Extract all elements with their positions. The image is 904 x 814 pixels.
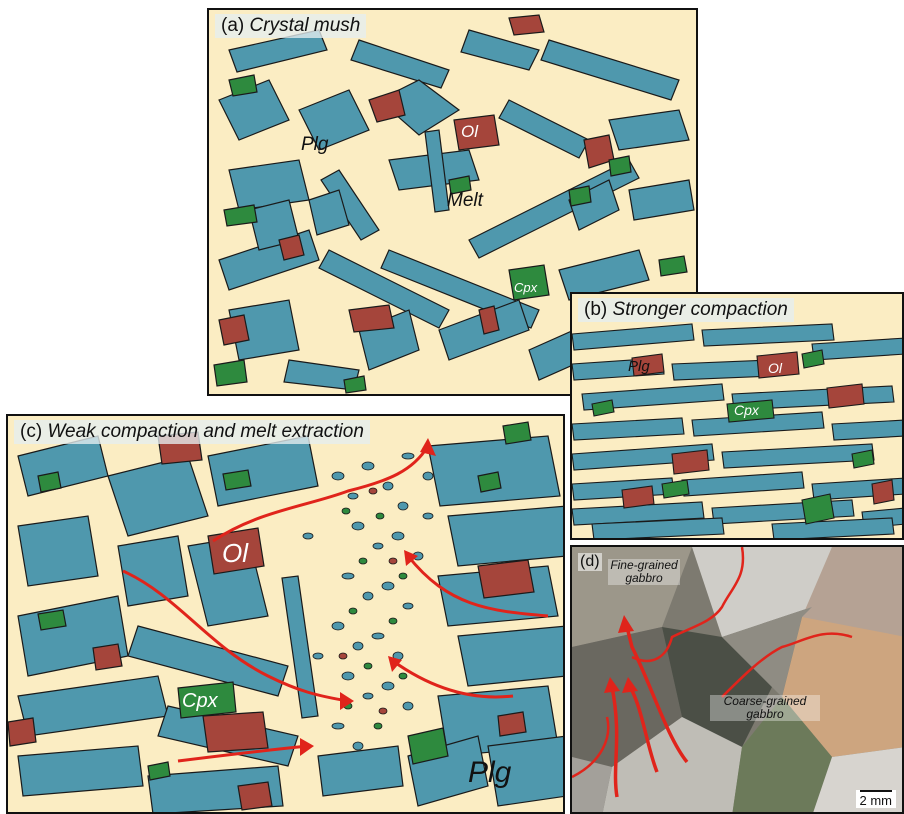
panel-c: (c) Weak compaction and melt extraction … <box>6 414 565 814</box>
label-plg-a: Plg <box>301 134 329 155</box>
panel-a: (a) Crystal mush Plg Ol Melt Cpx <box>207 8 698 396</box>
panel-b-crystals <box>572 323 902 538</box>
label-cpx-a: Cpx <box>514 280 538 295</box>
label-fine-grained: Fine-grained gabbro <box>608 559 680 585</box>
label-melt-a: Melt <box>447 190 483 211</box>
panel-a-crystals <box>213 14 695 394</box>
panel-c-title: (c) Weak compaction and melt extraction <box>14 420 370 444</box>
label-ol-c: Ol <box>222 538 248 568</box>
panel-a-title: (a) Crystal mush <box>215 14 367 38</box>
panel-b: (b) Stronger compaction Plg Ol Cpx <box>570 292 904 540</box>
label-ol-a: Ol <box>461 122 478 141</box>
label-ol-b: Ol <box>768 360 782 376</box>
panel-c-crystals <box>8 421 563 812</box>
label-coarse-grained: Coarse-grained gabbro <box>710 695 820 721</box>
panel-b-title: (b) Stronger compaction <box>578 298 794 322</box>
panel-d: (d) Fine-grained gabbro Coarse-grained g… <box>570 545 904 814</box>
scale-bar-label: 2 mm <box>859 793 893 808</box>
scale-bar: 2 mm <box>855 790 896 808</box>
label-plg-c: Plg <box>468 756 512 789</box>
label-cpx-b: Cpx <box>734 402 759 418</box>
panel-d-letter: (d) <box>578 553 602 571</box>
panel-d-micrograph <box>572 547 902 812</box>
label-plg-b: Plg <box>628 358 650 375</box>
label-cpx-c: Cpx <box>182 690 218 712</box>
